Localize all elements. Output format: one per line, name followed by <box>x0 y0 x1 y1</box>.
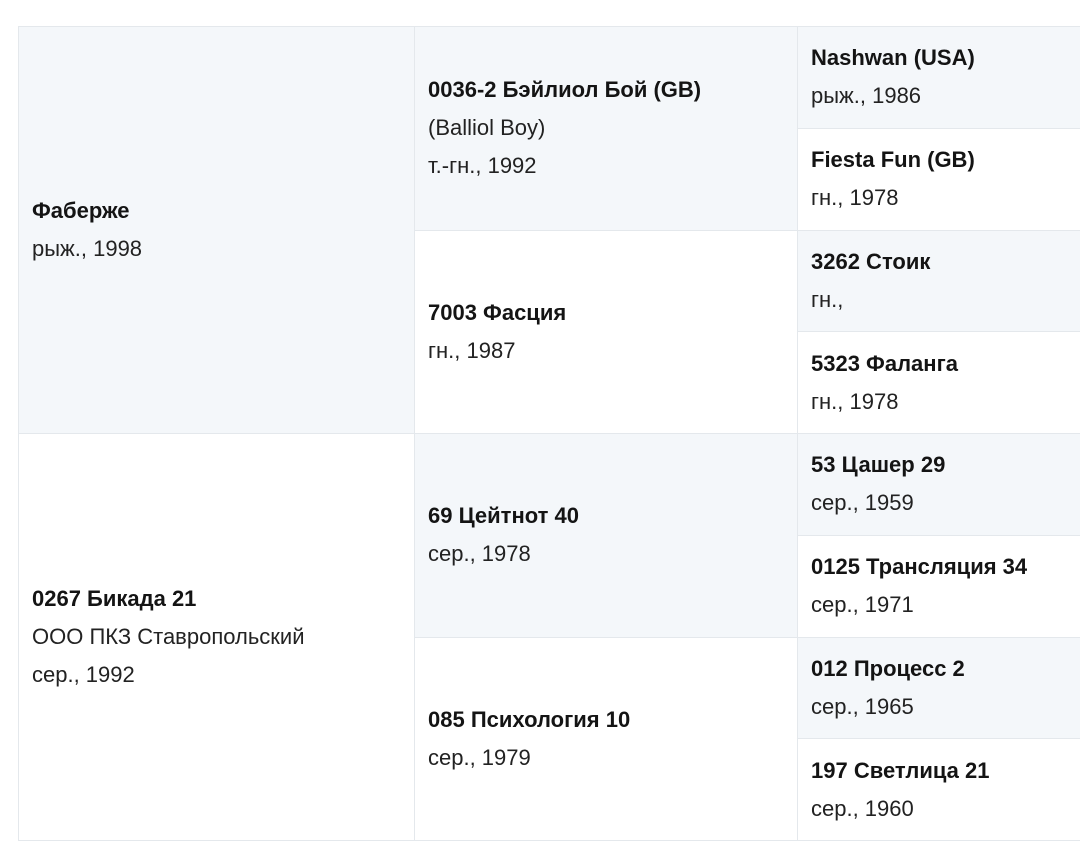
horse-name: 7003 Фасция <box>428 299 567 325</box>
horse-info: сер., 1960 <box>811 795 914 821</box>
horse-name: Nashwan (USA) <box>811 45 975 71</box>
horse-name: Фаберже <box>32 198 130 223</box>
pedigree-cell-sire: Фаберже рыж., 1998 <box>19 27 415 434</box>
horse-info: сер., 1971 <box>811 592 914 618</box>
pedigree-cell-gen2: 69 Цейтнот 40 сер., 1978 <box>415 434 798 638</box>
pedigree-cell-gen3: 5323 Фаланга гн., 1978 <box>798 332 1080 434</box>
horse-name: Fiesta Fun (GB) <box>811 147 975 173</box>
pedigree-cell-gen3: Nashwan (USA) рыж., 1986 <box>798 27 1080 129</box>
horse-info: сер., 1965 <box>811 693 914 719</box>
horse-alt-name: (Balliol Boy) <box>428 115 546 141</box>
horse-info: гн., 1978 <box>811 388 899 414</box>
horse-name: 3262 Стоик <box>811 248 931 274</box>
horse-name: 0267 Бикада 21 <box>32 586 197 611</box>
horse-name: 69 Цейтнот 40 <box>428 503 579 529</box>
horse-name: 0036-2 Бэйлиол Бой (GB) <box>428 77 702 103</box>
horse-name: 5323 Фаланга <box>811 350 958 376</box>
horse-info: сер., 1992 <box>32 662 135 687</box>
horse-name: 197 Светлица 21 <box>811 757 990 783</box>
pedigree-cell-gen3: Fiesta Fun (GB) гн., 1978 <box>798 129 1080 231</box>
pedigree-cell-gen3: 0125 Трансляция 34 сер., 1971 <box>798 536 1080 638</box>
horse-info: гн., 1978 <box>811 185 899 211</box>
pedigree-cell-gen2: 0036-2 Бэйлиол Бой (GB) (Balliol Boy) т.… <box>415 27 798 231</box>
pedigree-cell-gen3: 53 Цашер 29 сер., 1959 <box>798 434 1080 536</box>
horse-breeder: ООО ПКЗ Ставропольский <box>32 624 305 649</box>
horse-name: 012 Процесс 2 <box>811 655 965 681</box>
horse-info: т.-гн., 1992 <box>428 153 537 179</box>
horse-info: рыж., 1986 <box>811 83 922 109</box>
horse-info: гн., 1987 <box>428 337 516 363</box>
pedigree-cell-gen2: 7003 Фасция гн., 1987 <box>415 230 798 434</box>
pedigree-cell-gen3: 3262 Стоик гн., <box>798 230 1080 333</box>
pedigree-cell-gen3: 012 Процесс 2 сер., 1965 <box>798 637 1080 740</box>
horse-name: 0125 Трансляция 34 <box>811 554 1028 580</box>
horse-info: сер., 1978 <box>428 541 531 567</box>
pedigree-table: Фаберже рыж., 1998 0267 Бикада 21 ООО ПК… <box>18 26 1080 841</box>
horse-name: 085 Психология 10 <box>428 706 631 732</box>
pedigree-cell-dam: 0267 Бикада 21 ООО ПКЗ Ставропольский се… <box>19 434 415 841</box>
pedigree-cell-gen3: 197 Светлица 21 сер., 1960 <box>798 739 1080 841</box>
horse-name: 53 Цашер 29 <box>811 452 946 478</box>
horse-info: гн., <box>811 286 844 312</box>
horse-info: сер., 1959 <box>811 490 914 516</box>
pedigree-cell-gen2: 085 Психология 10 сер., 1979 <box>415 637 798 841</box>
horse-info: рыж., 1998 <box>32 236 143 261</box>
horse-info: сер., 1979 <box>428 744 531 770</box>
